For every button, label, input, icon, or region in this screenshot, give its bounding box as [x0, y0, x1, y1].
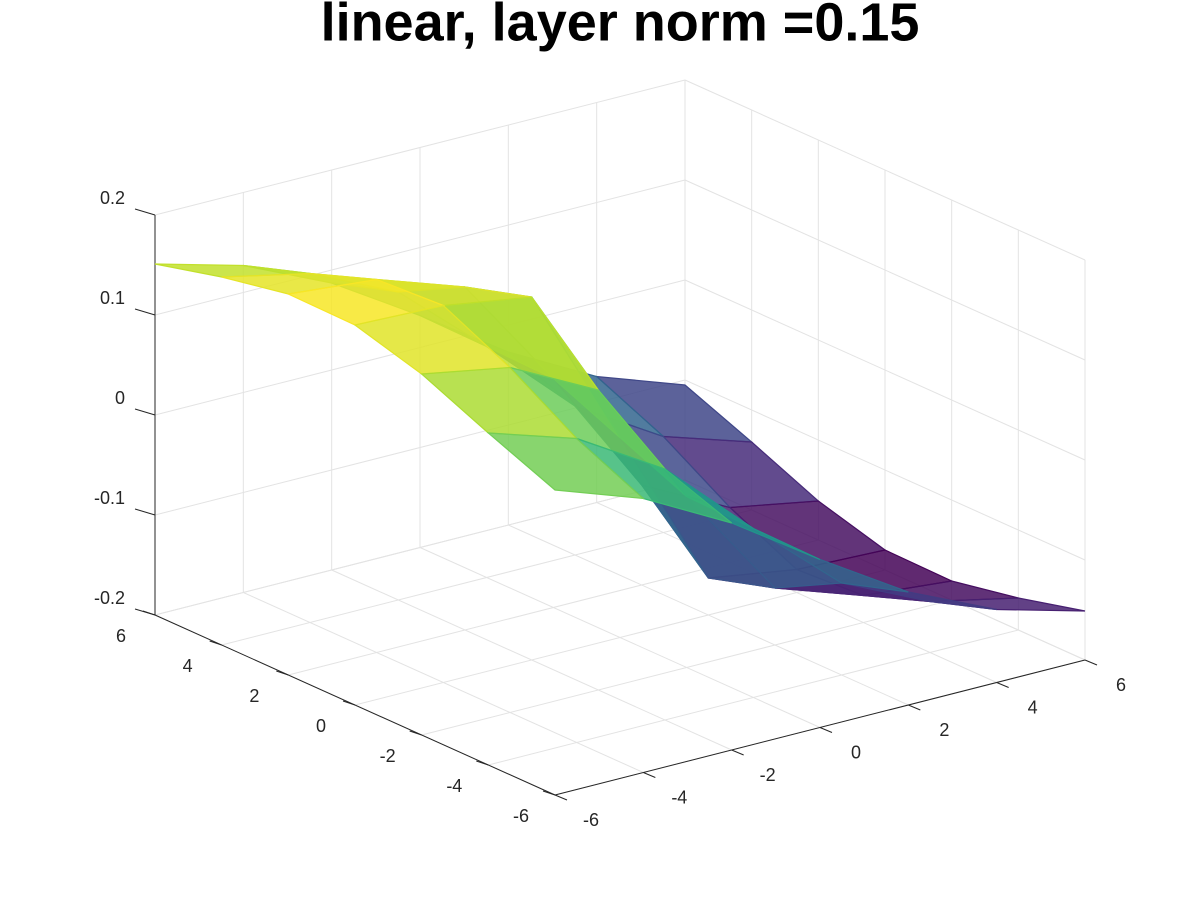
y-axis-line: [154, 614, 556, 796]
y-tick-label: 6: [116, 626, 126, 646]
z-tick: [134, 208, 156, 216]
z-tick: [134, 608, 156, 616]
grid-line: [684, 79, 1086, 261]
z-tick: [134, 308, 156, 316]
x-tick-label: -4: [671, 787, 687, 807]
x-tick: [996, 682, 1009, 688]
grid-line: [684, 279, 1086, 461]
x-tick: [1084, 659, 1098, 666]
grid-line: [154, 179, 686, 316]
z-tick-label: 0.2: [100, 188, 125, 208]
z-tick: [134, 408, 156, 416]
grid-line: [684, 379, 1086, 561]
z-tick: [134, 508, 156, 516]
x-tick: [819, 727, 833, 733]
grid-line: [421, 599, 952, 736]
y-tick-label: 4: [183, 656, 193, 676]
x-tick: [908, 704, 921, 711]
grid-line: [684, 179, 1086, 361]
x-tick-label: 2: [939, 720, 949, 740]
z-tick-label: 0: [115, 388, 125, 408]
x-axis-line: [554, 659, 1086, 796]
grid-line: [154, 479, 686, 616]
x-tick-label: 4: [1028, 697, 1038, 717]
x-tick-label: -6: [583, 810, 599, 830]
surface: [154, 263, 1086, 612]
x-tick: [731, 749, 744, 756]
y-tick-label: -2: [380, 746, 396, 766]
axes: -6 -4 -2 0 2 4 6 -6 -4 -2 0 2 4 6 -0.2 -0.1 0 0.1 0.2: [94, 188, 1126, 830]
grid-line: [488, 629, 1019, 766]
surface-patch: [486, 432, 646, 500]
grid-line: [154, 79, 686, 216]
grid-line: [354, 569, 886, 706]
x-tick-label: 6: [1116, 675, 1126, 695]
z-tick-label: -0.1: [94, 488, 125, 508]
chart-title: linear, layer norm =0.15: [321, 0, 920, 52]
z-tick-label: 0.1: [100, 288, 125, 308]
y-tick-label: 0: [316, 716, 326, 736]
x-tick: [643, 772, 656, 778]
z-tick-label: -0.2: [94, 588, 125, 608]
y-tick-label: -4: [446, 776, 462, 796]
grid-line: [221, 509, 752, 646]
x-tick-label: 0: [851, 742, 861, 762]
x-tick: [554, 794, 568, 801]
y-tick-label: 2: [249, 686, 259, 706]
y-tick-label: -6: [513, 806, 529, 826]
x-tick-label: -2: [760, 765, 776, 785]
